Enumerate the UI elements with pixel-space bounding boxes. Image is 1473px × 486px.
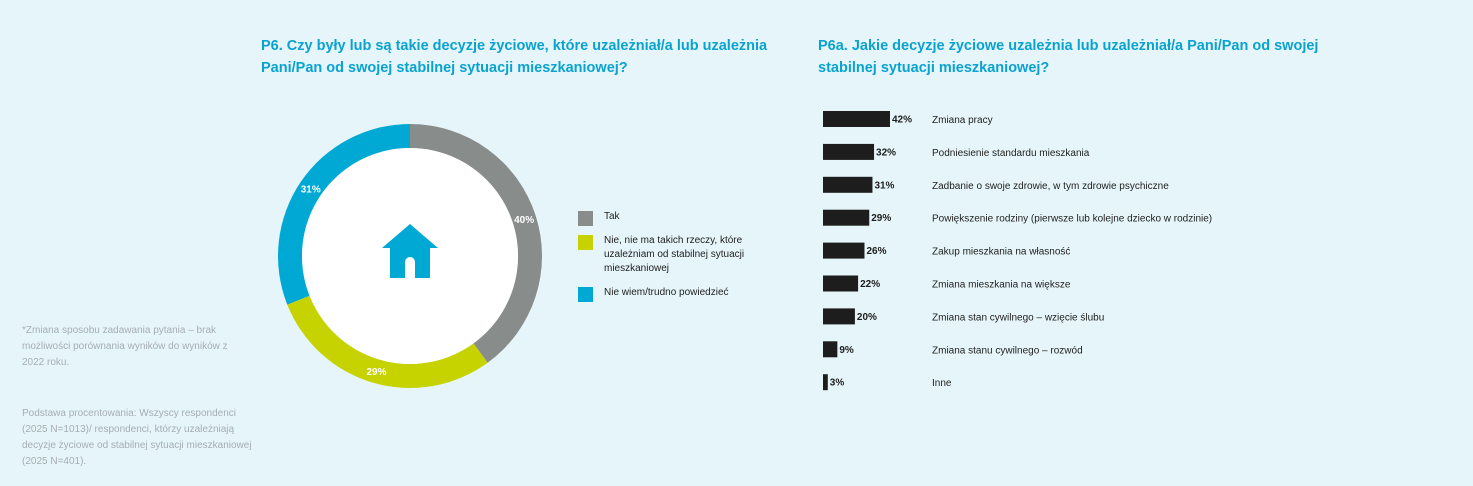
- donut-legend: Tak Nie, nie ma takich rzeczy, które uza…: [578, 210, 778, 310]
- house-icon: [382, 224, 438, 278]
- question-p6a-title: P6a. Jakie decyzje życiowe uzależnia lub…: [818, 38, 1319, 76]
- bar-value-label: 42%: [892, 115, 912, 126]
- donut-label-yes: 40%: [514, 215, 534, 226]
- donut-chart: 40% 29% 31%: [278, 124, 542, 388]
- bar-category-label: Zmiana pracy: [932, 115, 993, 126]
- bar: [823, 143, 875, 160]
- bar-category-label: Powiększenie rodziny (pierwsze lub kolej…: [932, 214, 1212, 225]
- donut-label-no: 29%: [367, 367, 387, 378]
- legend-swatch-no: [578, 235, 593, 250]
- donut-label-dont-know: 31%: [301, 185, 321, 196]
- bar-value-label: 31%: [874, 180, 894, 191]
- donut-slice-no: [287, 295, 488, 388]
- bar-category-label: Podniesienie standardu mieszkania: [932, 148, 1090, 159]
- bar: [823, 176, 873, 193]
- legend-item-dont-know: Nie wiem/trudno powiedzieć: [578, 286, 778, 302]
- bar-category-label: Inne: [932, 378, 952, 389]
- bar: [823, 242, 865, 259]
- legend-swatch-dont-know: [578, 287, 593, 302]
- bar-category-label: Zakup mieszkania na własność: [932, 247, 1070, 258]
- decisions-bar-chart: 42% Zmiana pracy 32% Podniesienie standardu…: [823, 111, 1212, 391]
- bar-value-label: 3%: [830, 378, 845, 389]
- method-note: *Zmiana sposobu zadawania pytania – brak…: [22, 325, 228, 368]
- donut-slice-dont-know: [278, 124, 410, 305]
- bar: [823, 341, 838, 358]
- bar-category-label: Zmiana mieszkania na większe: [932, 280, 1071, 291]
- donut-slice-yes: [410, 124, 542, 363]
- bar-value-label: 9%: [839, 345, 854, 356]
- legend-item-no: Nie, nie ma takich rzeczy, które uzależn…: [578, 234, 778, 276]
- bar-value-label: 26%: [866, 246, 886, 257]
- bar-category-label: Zadbanie o swoje zdrowie, w tym zdrowie …: [932, 181, 1169, 192]
- bar: [823, 308, 855, 325]
- bar-category-label: Zmiana stan cywilnego – wzięcie ślubu: [932, 312, 1104, 323]
- bar-value-label: 20%: [857, 312, 877, 323]
- question-p6-title: P6. Czy były lub są takie decyzje życiow…: [261, 38, 768, 76]
- legend-swatch-yes: [578, 211, 593, 226]
- legend-label-yes: Tak: [604, 211, 620, 222]
- bar-value-label: 29%: [871, 213, 891, 224]
- bar-value-label: 32%: [876, 147, 896, 158]
- bar: [823, 275, 859, 292]
- bar-category-label: Zmiana stanu cywilnego – rozwód: [932, 345, 1083, 356]
- base-note: Podstawa procentowania: Wszyscy responde…: [22, 408, 252, 467]
- bar-value-label: 22%: [860, 279, 880, 290]
- legend-item-yes: Tak: [578, 210, 778, 226]
- bar: [823, 209, 870, 226]
- legend-label-dont-know: Nie wiem/trudno powiedzieć: [604, 287, 729, 298]
- legend-label-no: Nie, nie ma takich rzeczy, które uzależn…: [604, 235, 745, 274]
- bar: [823, 374, 828, 391]
- bar: [823, 111, 890, 127]
